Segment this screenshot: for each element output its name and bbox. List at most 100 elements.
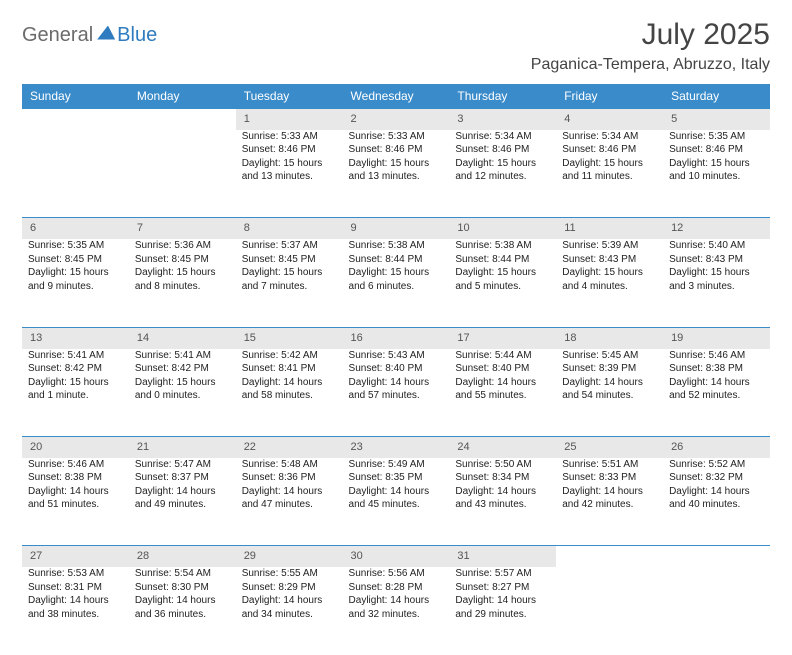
day-daylight: Daylight: 15 hours and 13 minutes. [349,157,444,184]
day-daylight: Daylight: 14 hours and 57 minutes. [349,376,444,403]
day-sunset: Sunset: 8:45 PM [242,253,337,267]
day-number-cell [22,109,129,130]
day-sunset: Sunset: 8:45 PM [28,253,123,267]
week-daynum-row: 12345 [22,109,770,130]
sunrise-label: Sunrise: [135,240,174,251]
day-number-cell: 9 [343,218,450,239]
sunrise-value: 5:43 AM [388,350,425,361]
sunrise-value: 5:38 AM [495,240,532,251]
sunrise-value: 5:41 AM [174,350,211,361]
day-number-cell: 6 [22,218,129,239]
day-number: 16 [343,328,450,349]
day-daylight: Daylight: 14 hours and 43 minutes. [455,485,550,512]
day-number: 22 [236,437,343,458]
day-cell [663,567,770,655]
day-sunrise: Sunrise: 5:57 AM [455,567,550,581]
day-sunrise: Sunrise: 5:39 AM [562,239,657,253]
day-number-cell: 26 [663,437,770,458]
sunrise-value: 5:45 AM [602,350,639,361]
daylight-label: Daylight: [28,486,70,497]
day-number-cell: 10 [449,218,556,239]
day-sunset: Sunset: 8:41 PM [242,362,337,376]
sunrise-value: 5:57 AM [495,568,532,579]
daylight-label: Daylight: [349,595,391,606]
day-cell: Sunrise: 5:41 AMSunset: 8:42 PMDaylight:… [22,349,129,437]
day-cell: Sunrise: 5:51 AMSunset: 8:33 PMDaylight:… [556,458,663,546]
day-daylight: Daylight: 14 hours and 54 minutes. [562,376,657,403]
day-number: 8 [236,218,343,239]
day-number [663,546,770,567]
sunrise-label: Sunrise: [28,568,67,579]
day-cell [22,130,129,218]
sunrise-label: Sunrise: [562,240,601,251]
day-cell [556,567,663,655]
daylight-label: Daylight: [669,267,711,278]
calendar-table: SundayMondayTuesdayWednesdayThursdayFrid… [22,84,770,655]
sunrise-value: 5:51 AM [602,459,639,470]
daylight-label: Daylight: [562,267,604,278]
sunrise-label: Sunrise: [669,240,708,251]
day-sunrise: Sunrise: 5:50 AM [455,458,550,472]
sunset-label: Sunset: [242,254,279,265]
day-number: 7 [129,218,236,239]
sunset-label: Sunset: [562,472,599,483]
day-sunrise: Sunrise: 5:37 AM [242,239,337,253]
daylight-label: Daylight: [242,158,284,169]
day-sunset: Sunset: 8:34 PM [455,471,550,485]
sunset-value: 8:46 PM [492,144,529,155]
sunrise-label: Sunrise: [242,459,281,470]
sunrise-value: 5:33 AM [388,131,425,142]
day-sunset: Sunset: 8:40 PM [349,362,444,376]
day-number [22,109,129,130]
sunset-value: 8:44 PM [492,254,529,265]
sunset-label: Sunset: [562,254,599,265]
sunset-label: Sunset: [455,472,492,483]
sunset-label: Sunset: [28,472,65,483]
day-sunrise: Sunrise: 5:38 AM [349,239,444,253]
day-header: Saturday [663,84,770,109]
day-daylight: Daylight: 15 hours and 8 minutes. [135,266,230,293]
day-sunrise: Sunrise: 5:47 AM [135,458,230,472]
header: General Blue July 2025 Paganica-Tempera,… [22,18,770,74]
sunset-value: 8:38 PM [65,472,102,483]
day-sunset: Sunset: 8:46 PM [455,143,550,157]
daylight-label: Daylight: [455,486,497,497]
day-number-cell: 28 [129,546,236,567]
day-sunrise: Sunrise: 5:38 AM [455,239,550,253]
daylight-label: Daylight: [562,377,604,388]
day-number: 17 [449,328,556,349]
day-sunrise: Sunrise: 5:56 AM [349,567,444,581]
daylight-label: Daylight: [349,267,391,278]
sunset-value: 8:40 PM [385,363,422,374]
day-number-cell: 17 [449,327,556,348]
day-header: Thursday [449,84,556,109]
sunset-label: Sunset: [135,582,172,593]
week-body-row: Sunrise: 5:41 AMSunset: 8:42 PMDaylight:… [22,349,770,437]
day-number: 10 [449,218,556,239]
sunrise-value: 5:50 AM [495,459,532,470]
day-sunset: Sunset: 8:45 PM [135,253,230,267]
day-cell: Sunrise: 5:48 AMSunset: 8:36 PMDaylight:… [236,458,343,546]
week-body-row: Sunrise: 5:33 AMSunset: 8:46 PMDaylight:… [22,130,770,218]
week-daynum-row: 6789101112 [22,218,770,239]
day-daylight: Daylight: 14 hours and 42 minutes. [562,485,657,512]
day-daylight: Daylight: 15 hours and 11 minutes. [562,157,657,184]
sunrise-value: 5:33 AM [281,131,318,142]
day-number-cell: 13 [22,327,129,348]
sunrise-label: Sunrise: [455,568,494,579]
sunset-value: 8:45 PM [172,254,209,265]
day-sunrise: Sunrise: 5:35 AM [28,239,123,253]
day-header: Tuesday [236,84,343,109]
day-cell: Sunrise: 5:56 AMSunset: 8:28 PMDaylight:… [343,567,450,655]
sunrise-label: Sunrise: [135,459,174,470]
day-cell: Sunrise: 5:44 AMSunset: 8:40 PMDaylight:… [449,349,556,437]
day-cell: Sunrise: 5:46 AMSunset: 8:38 PMDaylight:… [663,349,770,437]
logo: General Blue [22,18,157,47]
daylight-label: Daylight: [455,267,497,278]
sunset-value: 8:29 PM [278,582,315,593]
day-sunrise: Sunrise: 5:41 AM [135,349,230,363]
sunset-label: Sunset: [562,363,599,374]
day-number: 12 [663,218,770,239]
day-number: 13 [22,328,129,349]
location: Paganica-Tempera, Abruzzo, Italy [531,56,770,74]
